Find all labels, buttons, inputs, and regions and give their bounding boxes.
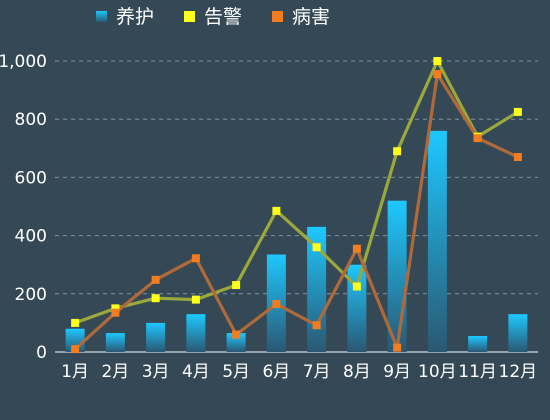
y-tick-label: 0 xyxy=(36,343,47,363)
data-point xyxy=(191,295,200,304)
data-point xyxy=(272,206,281,215)
legend-swatch xyxy=(272,11,283,22)
data-point xyxy=(433,57,442,65)
y-axis: 0 200 400 600 800 1,000 xyxy=(0,52,47,363)
y-tick-label: 800 xyxy=(15,110,47,130)
data-point xyxy=(272,299,281,308)
data-point xyxy=(433,70,442,79)
x-tick-label: 9月 xyxy=(383,362,411,382)
data-point xyxy=(232,281,241,290)
x-tick-label: 7月 xyxy=(303,362,331,382)
legend-swatch xyxy=(96,11,107,22)
series-line xyxy=(74,72,519,351)
bar xyxy=(186,314,206,352)
data-point xyxy=(513,107,522,116)
bar xyxy=(347,264,367,352)
legend-label: 养护 xyxy=(116,6,154,28)
x-tick-label: 8月 xyxy=(343,362,371,382)
grid-lines xyxy=(55,60,538,295)
legend: 养护 告警 病害 xyxy=(96,6,330,28)
bar xyxy=(105,333,125,352)
data-point xyxy=(312,321,321,330)
x-tick-label: 6月 xyxy=(262,362,290,382)
x-tick-label: 10月 xyxy=(418,362,457,382)
bar xyxy=(468,335,488,352)
series-line xyxy=(74,59,519,325)
bar xyxy=(508,314,528,352)
x-tick-label: 12月 xyxy=(499,362,538,382)
data-point xyxy=(393,343,402,352)
data-point xyxy=(71,345,80,354)
data-point xyxy=(151,294,160,303)
data-point xyxy=(151,275,160,284)
data-point xyxy=(71,318,80,327)
bar xyxy=(146,322,166,352)
x-tick-label: 2月 xyxy=(101,362,129,382)
data-point xyxy=(352,282,361,291)
data-point xyxy=(312,243,321,252)
legend-swatch xyxy=(184,11,195,22)
bar-series xyxy=(65,130,528,352)
data-point xyxy=(473,134,482,143)
x-tick-label: 1月 xyxy=(61,362,89,382)
x-tick-label: 11月 xyxy=(458,362,497,382)
y-tick-label: 600 xyxy=(15,168,47,188)
bar xyxy=(307,226,327,352)
x-axis: 1月 2月 3月 4月 5月 6月 7月 8月 9月 10月 11月 12月 xyxy=(55,351,538,382)
legend-label: 病害 xyxy=(292,6,330,28)
y-tick-label: 200 xyxy=(15,285,47,305)
data-point xyxy=(513,153,522,162)
data-point xyxy=(232,330,241,339)
bar xyxy=(427,130,447,352)
bar xyxy=(226,333,246,352)
x-tick-label: 3月 xyxy=(142,362,170,382)
x-tick-label: 4月 xyxy=(182,362,210,382)
data-point xyxy=(191,254,200,263)
x-tick-label: 5月 xyxy=(222,362,250,382)
data-point xyxy=(352,244,361,253)
data-point xyxy=(111,304,120,313)
data-point xyxy=(111,308,120,317)
line-series xyxy=(71,57,522,354)
legend-label: 告警 xyxy=(204,6,242,28)
y-tick-label: 1,000 xyxy=(0,52,47,72)
data-point xyxy=(393,147,402,156)
y-tick-label: 400 xyxy=(15,227,47,247)
